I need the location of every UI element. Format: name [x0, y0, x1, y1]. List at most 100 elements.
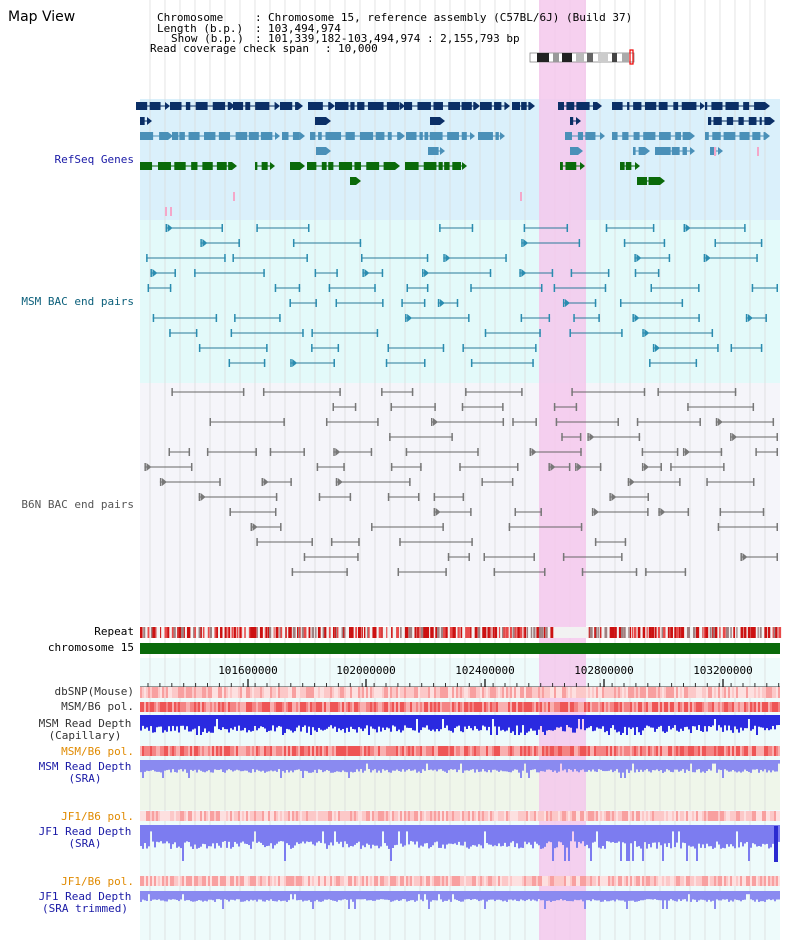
heat-cell: [264, 687, 266, 698]
depth-bar: [492, 891, 494, 900]
heat-cell: [762, 746, 764, 756]
depth-bar: [356, 825, 358, 844]
track-label-jf1-pol-trim[interactable]: JF1/B6 pol.: [61, 875, 134, 888]
polymorphism-strips[interactable]: [140, 687, 780, 886]
heat-cell: [598, 687, 600, 698]
depth-bar: [738, 760, 740, 772]
heat-cell: [286, 702, 288, 712]
depth-bar: [268, 891, 270, 901]
heat-cell: [234, 811, 236, 821]
depth-bar: [198, 891, 200, 901]
heat-cell: [450, 687, 452, 698]
read-depth-tracks[interactable]: [140, 715, 780, 909]
depth-bar: [762, 760, 764, 772]
heat-cell: [354, 811, 356, 821]
b6n-bac-pair: [561, 433, 582, 441]
heat-cell: [582, 876, 584, 886]
b6n-bac-pair: [209, 418, 285, 426]
depth-bar: [720, 825, 722, 849]
repeat-element: [408, 627, 412, 638]
heat-cell: [542, 811, 544, 821]
depth-bar: [710, 891, 712, 902]
track-label-msm-depth-cap[interactable]: MSM Read Depth (Capillary): [30, 718, 140, 742]
track-label-jf1-pol[interactable]: JF1/B6 pol.: [61, 810, 134, 823]
track-label-msm-pol-sra[interactable]: MSM/B6 pol.: [61, 745, 134, 758]
heat-cell: [204, 876, 206, 886]
depth-bar: [240, 891, 242, 902]
heat-cell: [588, 811, 590, 821]
heat-cell: [344, 687, 346, 698]
gene-feature: [478, 132, 505, 140]
depth-bar: [766, 891, 768, 900]
heat-cell: [642, 687, 644, 698]
msm-bac-track[interactable]: [146, 224, 778, 367]
heat-cell: [626, 702, 628, 712]
track-label-repeat[interactable]: Repeat: [94, 625, 134, 638]
depth-bar: [482, 825, 484, 849]
heat-cell: [142, 746, 144, 756]
depth-bar: [300, 760, 302, 771]
depth-bar: [714, 715, 716, 719]
heat-cell: [296, 876, 298, 886]
track-label-jf1-depth-trim[interactable]: JF1 Read Depth (SRA trimmed): [30, 891, 140, 915]
heat-cell: [204, 702, 206, 712]
depth-bar: [486, 715, 488, 731]
depth-bar: [196, 760, 198, 773]
heat-cell: [744, 811, 746, 821]
b6n-bac-track[interactable]: [144, 388, 778, 576]
heat-cell: [278, 702, 280, 712]
depth-bar: [248, 825, 250, 846]
heat-cell: [244, 746, 246, 756]
heat-cell: [576, 876, 578, 886]
track-label-msm-bac[interactable]: MSM BAC end pairs: [21, 295, 134, 308]
depth-bar: [164, 715, 166, 731]
heat-cell: [714, 876, 716, 886]
depth-bar: [290, 825, 292, 849]
heat-cell: [692, 876, 694, 886]
depth-bar: [176, 760, 178, 773]
depth-bar: [312, 715, 314, 728]
depth-bar: [608, 891, 610, 902]
depth-bar: [756, 760, 758, 770]
heat-cell: [230, 746, 232, 756]
heat-cell: [408, 746, 410, 756]
heat-cell: [380, 811, 382, 821]
repeat-element: [501, 627, 504, 638]
depth-bar: [426, 891, 428, 900]
heat-cell: [186, 876, 188, 886]
heat-cell: [144, 702, 146, 712]
depth-bar: [242, 760, 244, 772]
track-label-dbsnp[interactable]: dbSNP(Mouse): [54, 685, 134, 698]
depth-bar: [756, 825, 758, 847]
depth-bar: [318, 715, 320, 728]
heat-cell: [474, 876, 476, 886]
depth-bar: [454, 891, 456, 900]
heat-cell: [518, 687, 520, 698]
track-label-msm-depth-sra[interactable]: MSM Read Depth (SRA): [30, 761, 140, 785]
heat-cell: [504, 687, 506, 698]
repeat-element: [702, 627, 704, 638]
track-label-b6n-bac[interactable]: B6N BAC end pairs: [21, 498, 134, 511]
depth-bar: [384, 825, 386, 844]
heat-cell: [700, 702, 702, 712]
heat-cell: [376, 876, 378, 886]
track-label-msm-pol[interactable]: MSM/B6 pol.: [61, 700, 134, 713]
depth-bar: [628, 760, 630, 773]
depth-bar: [214, 825, 216, 849]
track-label-chromosome[interactable]: chromosome 15: [47, 641, 134, 654]
depth-bar: [484, 891, 486, 909]
chromosome-bar[interactable]: [140, 643, 780, 654]
gene-feature: [714, 147, 716, 156]
refseq-track[interactable]: [136, 102, 775, 216]
depth-bar: [630, 891, 632, 901]
track-label-refseq[interactable]: RefSeq Genes: [54, 153, 134, 166]
heat-cell: [524, 811, 526, 821]
track-label-jf1-depth[interactable]: JF1 Read Depth (SRA): [30, 826, 140, 850]
repeat-track[interactable]: [140, 627, 782, 638]
chromosome-ideogram[interactable]: [529, 49, 635, 65]
depth-bar: [226, 715, 228, 730]
repeat-element: [248, 627, 251, 638]
heat-cell: [432, 876, 434, 886]
heat-cell: [184, 811, 186, 821]
